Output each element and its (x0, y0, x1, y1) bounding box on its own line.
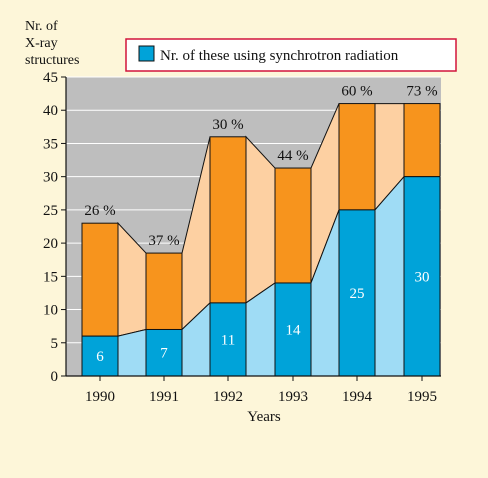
x-tick-label: 1993 (278, 389, 308, 405)
bar-value-label: 11 (221, 332, 235, 348)
synchrotron-band (117, 328, 147, 377)
y-tick-label: 0 (51, 369, 59, 385)
bar-synchrotron (209, 302, 247, 377)
bar-total-remainder (209, 136, 247, 304)
legend: Nr. of these using synchrotron radiation (125, 38, 457, 72)
percentage-labels: 26 % 37 % 30 % 44 % 60 % 73 % (84, 84, 437, 250)
y-axis-title-line-2: X-ray (25, 36, 58, 51)
x-tick-label: 1994 (342, 389, 373, 405)
y-tick-label: 40 (43, 103, 58, 119)
y-tick-label: 25 (43, 203, 58, 219)
percentage-label: 44 % (277, 148, 308, 164)
bar-value-label: 30 (415, 269, 430, 285)
bar-total-remainder (403, 103, 441, 178)
x-tick-label: 1992 (213, 389, 243, 405)
bars (81, 103, 441, 377)
bar-value-label: 6 (96, 349, 104, 365)
bar-synchrotron (274, 282, 312, 377)
y-tick-label: 45 (43, 70, 58, 86)
y-axis-title: Nr. of X-ray structures (25, 19, 79, 68)
bar-synchrotron (81, 335, 119, 377)
percentage-label: 26 % (84, 203, 115, 219)
y-tick-label: 15 (43, 269, 58, 285)
percentage-label: 60 % (341, 84, 372, 100)
bar-synchrotron (338, 209, 376, 377)
x-tick-label: 1990 (85, 389, 115, 405)
y-axis-ticks: 0 5 10 15 20 25 30 35 40 45 (43, 70, 441, 385)
bar-value-labels: 6 7 11 14 25 30 (96, 269, 429, 365)
percentage-label: 37 % (148, 233, 179, 249)
x-axis-ticks: 1990 1991 1992 1993 1994 1995 (85, 376, 437, 405)
legend-label-synchrotron: Nr. of these using synchrotron radiation (160, 48, 399, 64)
bar-total-remainder (145, 252, 183, 330)
y-tick-label: 30 (43, 170, 58, 186)
bar-total-remainder (338, 103, 376, 211)
bar-total-remainder (81, 222, 119, 337)
percentage-label: 30 % (212, 117, 243, 133)
bar-synchrotron (403, 176, 441, 377)
bar-synchrotron (145, 328, 183, 377)
synchrotron-band (374, 175, 405, 377)
y-tick-label: 10 (43, 303, 58, 319)
bar-value-label: 7 (160, 346, 168, 362)
x-axis-title: Years (247, 409, 281, 425)
y-axis-title-line-3: structures (25, 53, 79, 68)
bar-total-remainder (274, 167, 312, 284)
trend-bands (117, 103, 405, 377)
legend-swatch-synchrotron (138, 45, 155, 62)
y-tick-label: 5 (51, 336, 59, 352)
y-axis-title-line-1: Nr. of (25, 19, 58, 34)
percentage-label: 73 % (406, 84, 437, 100)
y-tick-label: 20 (43, 236, 58, 252)
bar-value-label: 25 (350, 286, 365, 302)
legend-box (125, 38, 457, 72)
y-tick-label: 35 (43, 136, 58, 152)
x-tick-label: 1991 (149, 389, 179, 405)
bar-value-label: 14 (286, 322, 302, 338)
x-tick-label: 1995 (407, 389, 437, 405)
